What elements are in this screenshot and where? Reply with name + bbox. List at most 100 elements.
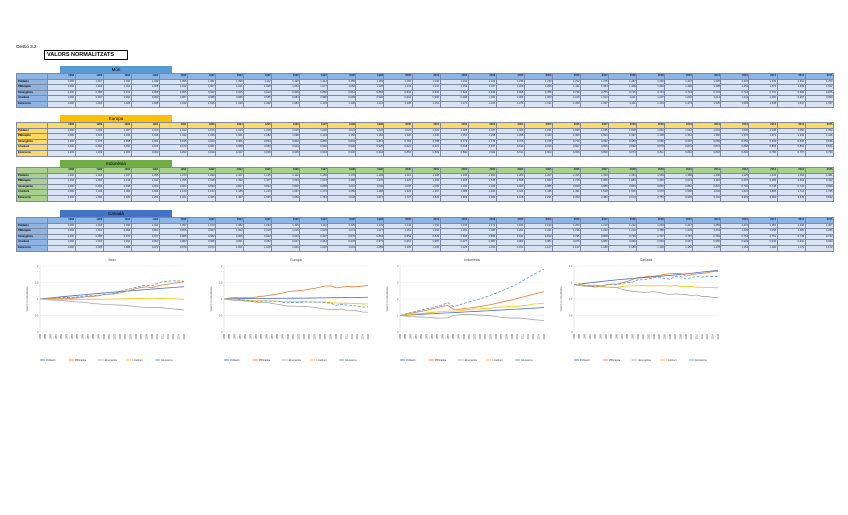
cell[interactable]: 1,014: [692, 95, 722, 102]
cell[interactable]: 0,935: [243, 150, 273, 157]
year-header[interactable]: 2004: [495, 122, 525, 129]
cell[interactable]: 1,151: [495, 245, 525, 252]
cell[interactable]: 1,109: [383, 245, 413, 252]
cell[interactable]: 1,001: [271, 245, 301, 252]
cell[interactable]: 0,802: [720, 150, 750, 157]
cell[interactable]: 0,716: [720, 89, 750, 97]
cell[interactable]: 1,262: [551, 78, 581, 86]
cell[interactable]: 0,786: [748, 150, 778, 157]
cell[interactable]: 1,011: [720, 95, 750, 102]
cell[interactable]: 0,979: [158, 245, 188, 252]
series-line-0[interactable]: [223, 296, 369, 300]
cell[interactable]: 2,489: [579, 195, 610, 202]
cell[interactable]: 0,899: [411, 150, 441, 157]
cell[interactable]: 1,010: [243, 245, 273, 252]
cell[interactable]: 0,760: [804, 150, 835, 157]
cell[interactable]: 1,006: [74, 150, 104, 157]
cell[interactable]: 1,180: [608, 245, 638, 252]
year-header[interactable]: 2007: [579, 122, 610, 129]
cell[interactable]: 1,152: [467, 245, 497, 252]
series-line-4[interactable]: [223, 298, 369, 308]
year-header[interactable]: 2013: [748, 73, 778, 80]
series-line-1[interactable]: [573, 271, 719, 288]
cell[interactable]: 1,325: [692, 78, 722, 86]
cell[interactable]: 1,046: [186, 101, 216, 108]
year-header[interactable]: 2010: [664, 122, 694, 129]
cell[interactable]: 1,025: [74, 245, 104, 252]
cell[interactable]: 1,349: [748, 78, 778, 86]
cell[interactable]: 2,916: [664, 195, 694, 202]
cell[interactable]: 1,013: [579, 95, 610, 102]
cell[interactable]: 1,164: [720, 245, 750, 252]
cell[interactable]: 1,000: [46, 95, 76, 102]
series-line-4[interactable]: [399, 268, 545, 316]
year-header[interactable]: 2015: [804, 73, 835, 80]
cell[interactable]: 1,094: [74, 195, 104, 202]
series-line-2[interactable]: [39, 298, 185, 311]
series-line-4[interactable]: [39, 280, 185, 300]
year-header[interactable]: 2004: [495, 73, 525, 80]
cell[interactable]: 0,904: [355, 150, 385, 157]
cell[interactable]: 1,321: [158, 195, 188, 202]
cell[interactable]: 1,397: [579, 101, 610, 108]
year-header[interactable]: 2009: [636, 73, 666, 80]
cell[interactable]: 0,930: [327, 150, 357, 157]
cell[interactable]: 0,997: [74, 95, 104, 102]
cell[interactable]: 1,405: [186, 195, 216, 202]
cell[interactable]: 0,744: [636, 89, 666, 97]
series-line-2[interactable]: [223, 298, 369, 313]
cell[interactable]: 1,178: [692, 245, 722, 252]
chart-1[interactable]: Europa 0 0,5 1 1,5 2 Valors normalitzats 1988 19…: [206, 254, 374, 366]
cell[interactable]: 1,151: [411, 101, 441, 108]
series-line-0[interactable]: [573, 269, 719, 286]
cell[interactable]: 2,231: [523, 195, 553, 202]
series-line-1[interactable]: [39, 281, 185, 300]
cell[interactable]: 1,350: [551, 101, 581, 108]
cell[interactable]: 0,874: [608, 150, 638, 157]
cell[interactable]: 0,903: [523, 150, 553, 157]
cell[interactable]: 1,428: [692, 84, 722, 91]
year-header[interactable]: 2010: [664, 73, 694, 80]
cell[interactable]: 0,744: [664, 89, 694, 97]
cell[interactable]: 1,010: [664, 95, 694, 102]
cell[interactable]: 1,457: [214, 195, 245, 202]
cell[interactable]: 1,001: [214, 245, 245, 252]
cell[interactable]: 0,733: [692, 89, 722, 97]
cell[interactable]: 1,043: [327, 245, 357, 252]
cell[interactable]: 3,822: [804, 195, 835, 202]
cell[interactable]: 1,184: [102, 195, 132, 202]
cell[interactable]: 1,174: [439, 101, 469, 108]
cell[interactable]: 0,701: [748, 89, 778, 97]
cell[interactable]: 0,911: [495, 150, 525, 157]
cell[interactable]: 1,006: [495, 95, 525, 102]
cell[interactable]: 3,101: [692, 195, 722, 202]
cell[interactable]: 1,011: [608, 95, 638, 102]
series-line-1[interactable]: [399, 291, 545, 316]
cell[interactable]: 0,906: [551, 150, 581, 157]
cell[interactable]: 1,007: [636, 95, 666, 102]
row-label[interactable]: Emissions: [16, 195, 48, 202]
cell[interactable]: 2,614: [608, 195, 638, 202]
year-header[interactable]: 2012: [720, 73, 750, 80]
cell[interactable]: 1,522: [804, 84, 835, 91]
cell[interactable]: 1,000: [46, 84, 76, 91]
cell[interactable]: 1,617: [355, 195, 385, 202]
row-label[interactable]: Emissions: [16, 245, 48, 252]
year-header[interactable]: 2007: [579, 73, 610, 80]
cell[interactable]: 0,757: [776, 150, 806, 157]
cell[interactable]: 1,083: [271, 101, 301, 108]
chart-3[interactable]: Canadà 0 0,4 0,7 1 1,4 Valors normalitzats 1988…: [556, 254, 724, 366]
cell[interactable]: 1,822: [411, 195, 441, 202]
cell[interactable]: 1,543: [720, 101, 750, 108]
year-header[interactable]: 2009: [636, 122, 666, 129]
cell[interactable]: 1,354: [579, 84, 610, 91]
cell[interactable]: 0,769: [551, 89, 581, 97]
cell[interactable]: 0,952: [158, 150, 188, 157]
cell[interactable]: 1,137: [523, 245, 553, 252]
cell[interactable]: 1,537: [804, 101, 835, 108]
cell[interactable]: 0,927: [214, 150, 245, 157]
cell[interactable]: 1,300: [636, 78, 666, 86]
year-header[interactable]: 2013: [748, 122, 778, 129]
cell[interactable]: 1,000: [46, 78, 76, 86]
cell[interactable]: 0,990: [130, 150, 160, 157]
